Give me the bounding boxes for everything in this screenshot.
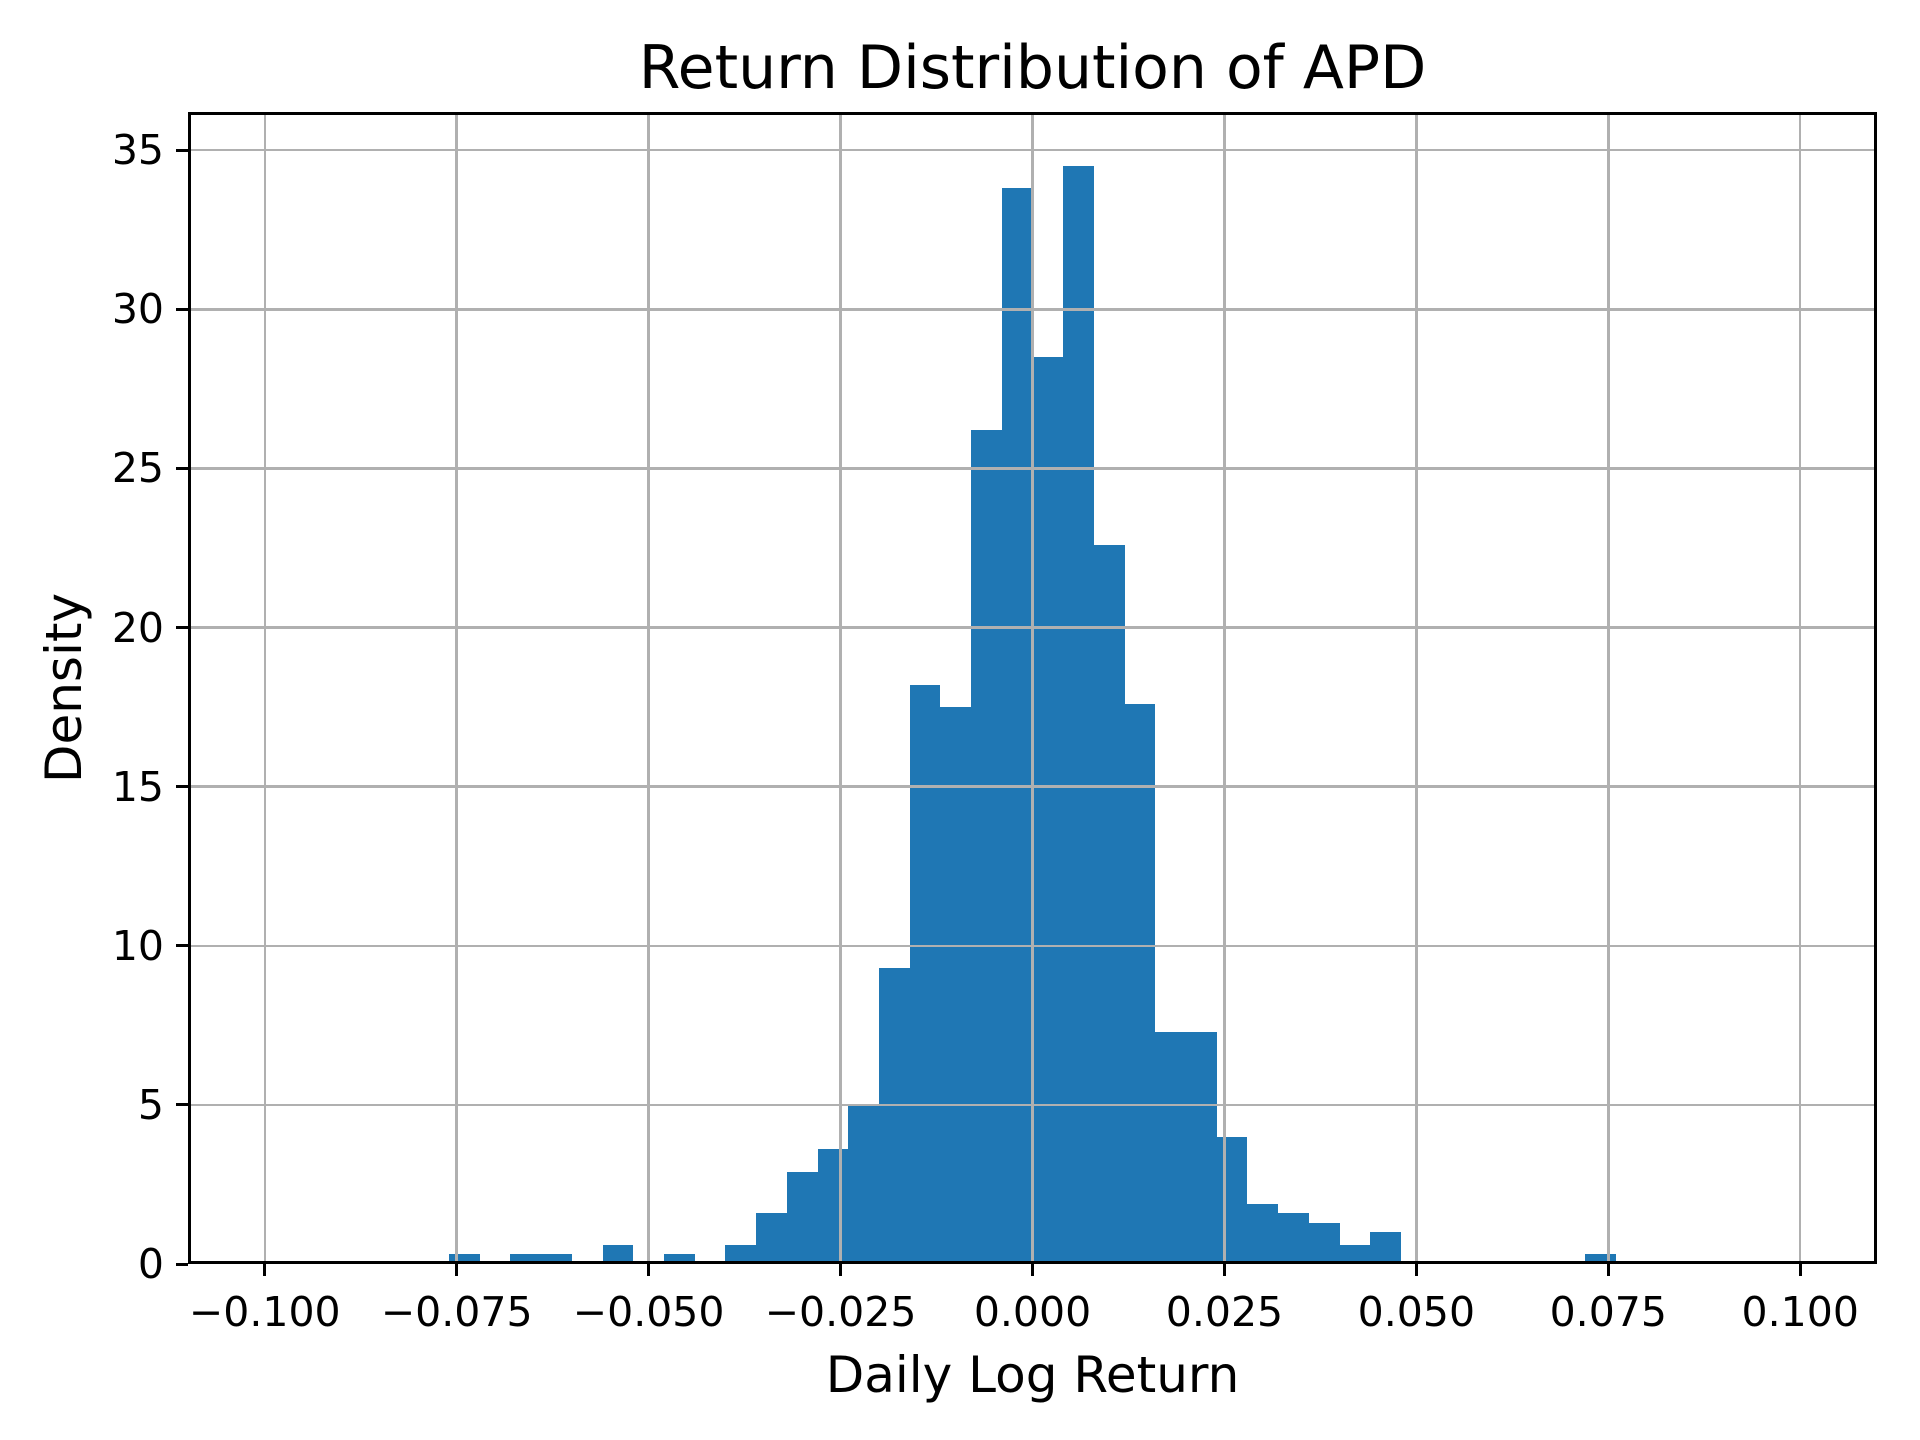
x-tick-mark <box>647 1264 651 1276</box>
gridline-vertical <box>1031 112 1034 1264</box>
x-tick-label: 0.050 <box>1357 1288 1476 1336</box>
histogram-bar <box>940 707 972 1264</box>
y-tick-mark <box>176 944 188 948</box>
y-tick-label: 15 <box>111 762 164 811</box>
x-tick-label: −0.025 <box>764 1288 917 1336</box>
histogram-bar <box>1308 1222 1340 1264</box>
x-tick-label: 0.025 <box>1165 1288 1284 1336</box>
histogram-bar <box>1032 357 1064 1264</box>
y-tick-mark <box>176 1103 188 1107</box>
y-tick-mark <box>176 626 188 630</box>
y-tick-label: 25 <box>111 444 164 493</box>
x-axis-label: Daily Log Return <box>825 1346 1240 1404</box>
x-tick-mark <box>839 1264 843 1276</box>
y-tick-label: 30 <box>111 285 164 334</box>
gridline-horizontal <box>188 308 1877 311</box>
x-tick-label: 0.000 <box>973 1288 1092 1336</box>
histogram-bar <box>971 430 1002 1264</box>
y-tick-label: 10 <box>111 921 164 970</box>
gridline-vertical <box>1223 112 1226 1264</box>
x-tick-mark <box>1798 1264 1802 1276</box>
histogram-bar <box>1247 1203 1279 1264</box>
gridline-horizontal <box>188 626 1877 629</box>
plot-area <box>188 112 1877 1264</box>
histogram-bar <box>1093 544 1125 1264</box>
histogram-bar <box>510 1254 542 1264</box>
y-tick-mark <box>176 785 188 789</box>
histogram-bar <box>1186 1031 1217 1264</box>
x-tick-label: −0.050 <box>572 1288 725 1336</box>
gridline-horizontal <box>188 1103 1877 1107</box>
histogram-bar <box>756 1213 787 1264</box>
gridline-horizontal <box>188 785 1877 788</box>
chart-title: Return Distribution of APD <box>638 33 1427 103</box>
x-tick-mark <box>1606 1264 1610 1276</box>
x-tick-mark <box>1222 1264 1226 1276</box>
histogram-bar <box>878 968 910 1264</box>
y-tick-mark <box>176 1262 188 1266</box>
x-tick-mark <box>455 1264 459 1276</box>
x-tick-mark <box>1414 1264 1418 1276</box>
x-tick-mark <box>263 1264 267 1276</box>
gridline-vertical <box>1415 112 1418 1264</box>
y-tick-mark <box>176 148 188 152</box>
histogram-bar <box>817 1149 849 1264</box>
x-tick-label: 0.075 <box>1549 1288 1667 1336</box>
y-tick-mark <box>176 307 188 311</box>
x-tick-label: −0.100 <box>188 1288 341 1336</box>
x-tick-label: 0.100 <box>1741 1288 1859 1336</box>
grid-layer <box>188 112 1877 1264</box>
gridline-vertical <box>647 112 650 1264</box>
gridline-horizontal <box>188 467 1877 470</box>
y-tick-label: 20 <box>111 603 164 652</box>
histogram-bar <box>1370 1232 1401 1264</box>
bars-layer <box>188 112 1877 1264</box>
histogram-bar <box>1063 166 1094 1264</box>
gridline-vertical <box>1607 112 1610 1264</box>
histogram-bar <box>1339 1244 1371 1264</box>
x-tick-mark <box>1031 1264 1034 1276</box>
histogram-bar <box>602 1244 634 1264</box>
gridline-vertical <box>455 112 458 1264</box>
histogram-bar <box>786 1171 818 1264</box>
histogram-bar <box>1278 1213 1309 1264</box>
histogram-bar <box>848 1104 879 1264</box>
histogram-bar <box>909 684 941 1264</box>
gridline-horizontal <box>188 148 1877 152</box>
x-tick-label: −0.075 <box>380 1288 533 1336</box>
histogram-bar <box>1155 1031 1187 1264</box>
histogram-bar <box>1001 188 1033 1264</box>
gridline-vertical <box>839 112 842 1264</box>
gridline-vertical <box>263 112 267 1264</box>
histogram-bar <box>1585 1254 1616 1264</box>
histogram-bar <box>1124 703 1156 1264</box>
gridline-vertical <box>1798 112 1802 1264</box>
histogram-bar <box>449 1254 480 1264</box>
y-axis-label: Density <box>35 592 93 784</box>
histogram-bar <box>663 1254 695 1264</box>
histogram-bar <box>541 1254 572 1264</box>
histogram-bar <box>1216 1136 1248 1264</box>
y-tick-label: 5 <box>137 1080 164 1129</box>
y-tick-label: 0 <box>137 1240 164 1288</box>
histogram-bar <box>725 1244 757 1264</box>
gridline-horizontal <box>188 944 1877 948</box>
y-tick-mark <box>176 466 188 470</box>
y-tick-label: 35 <box>111 126 164 175</box>
